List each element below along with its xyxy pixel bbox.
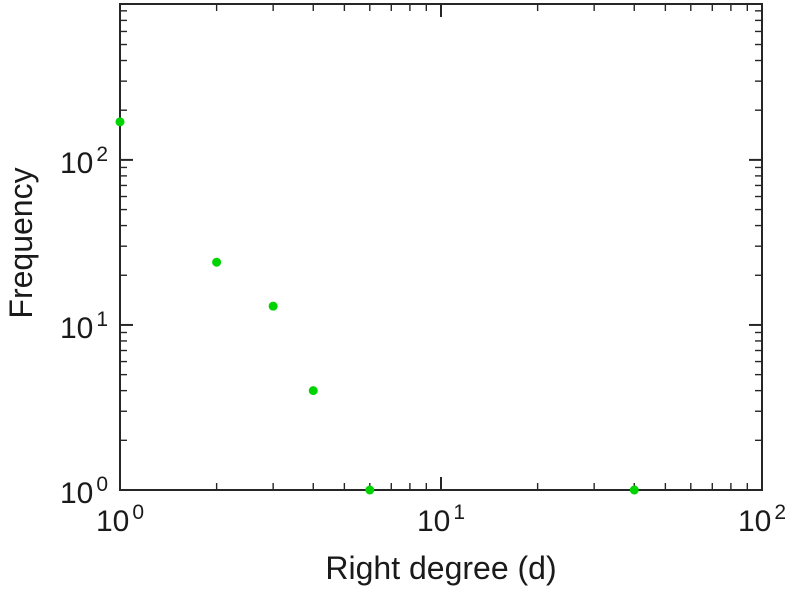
data-point bbox=[212, 257, 222, 267]
tick-label-exponent: 1 bbox=[96, 307, 108, 331]
tick-marks bbox=[119, 4, 763, 491]
x-tick-label: 10 0 bbox=[96, 502, 144, 537]
data-point bbox=[115, 117, 125, 127]
plot-frame bbox=[119, 3, 763, 491]
y-tick-label: 10 1 bbox=[38, 309, 108, 344]
tick-label-exponent: 0 bbox=[96, 473, 108, 496]
tick-label-exponent: 0 bbox=[132, 501, 145, 524]
tick-label-base: 10 bbox=[96, 505, 130, 538]
data-point bbox=[629, 485, 639, 495]
data-point bbox=[268, 301, 278, 311]
tick-label-base: 10 bbox=[59, 311, 94, 345]
tick-label-exponent: 2 bbox=[96, 142, 108, 166]
y-tick-label: 10 0 bbox=[38, 474, 108, 509]
data-point bbox=[308, 386, 318, 396]
data-point bbox=[365, 485, 375, 495]
tick-label-base: 10 bbox=[417, 505, 451, 538]
tick-label-base: 10 bbox=[59, 477, 94, 510]
y-axis-title: Frequency bbox=[3, 167, 39, 319]
tick-label-base: 10 bbox=[738, 505, 772, 538]
tick-label-base: 10 bbox=[59, 146, 94, 180]
y-tick-label: 10 2 bbox=[38, 144, 108, 179]
tick-label-exponent: 2 bbox=[774, 501, 787, 524]
x-axis-title: Right degree (d) bbox=[325, 550, 557, 586]
x-tick-label: 10 2 bbox=[738, 502, 786, 537]
x-tick-label: 10 1 bbox=[417, 502, 465, 537]
data-points bbox=[115, 117, 639, 495]
tick-label-exponent: 1 bbox=[453, 501, 466, 524]
